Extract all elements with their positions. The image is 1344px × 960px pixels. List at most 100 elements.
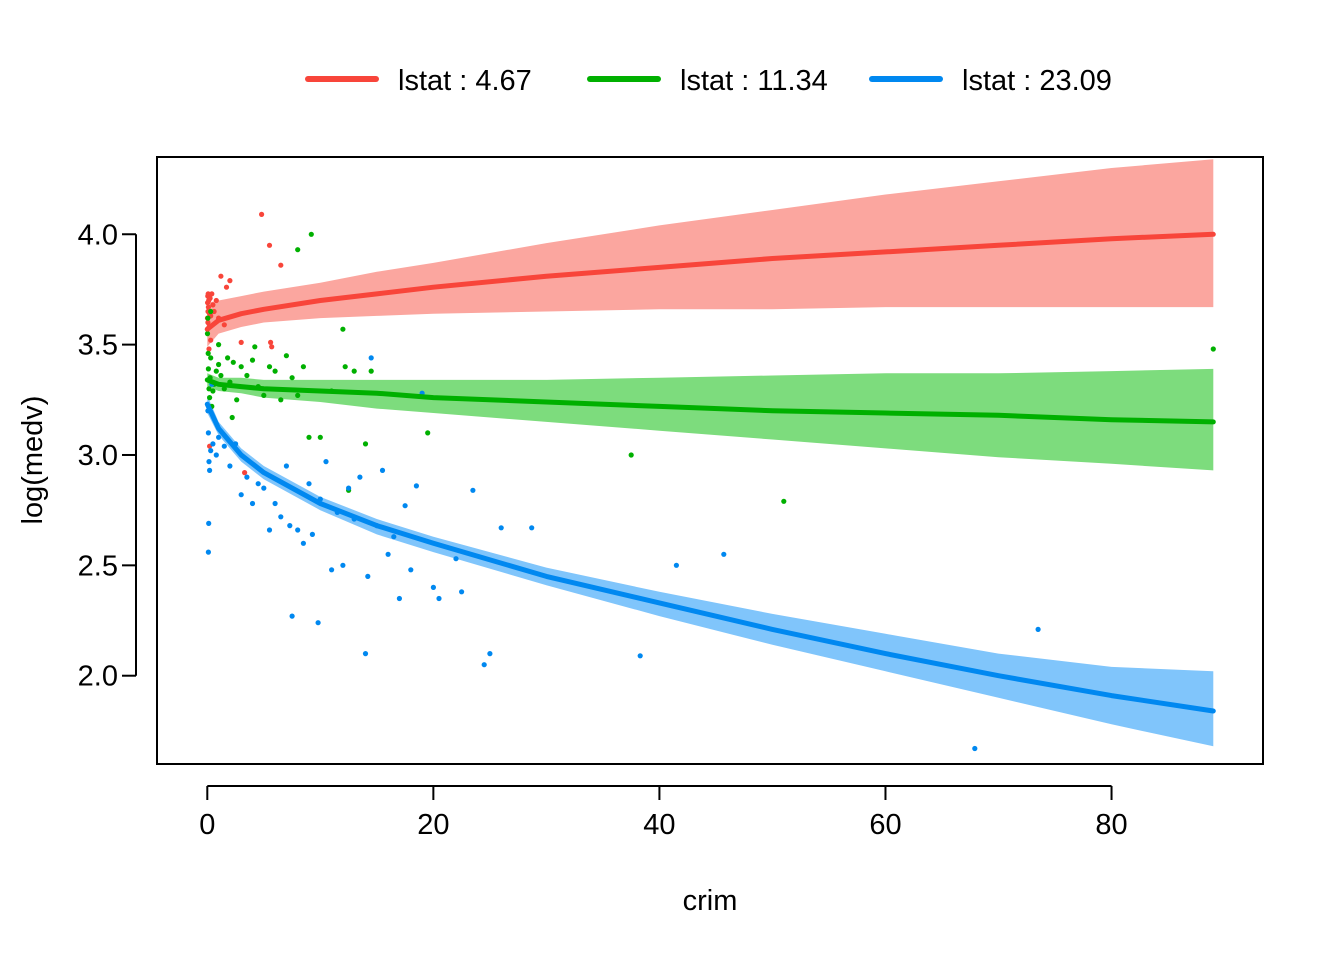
data-point-series-2 xyxy=(278,397,284,403)
data-point-series-2 xyxy=(368,368,374,374)
data-point-series-2 xyxy=(208,308,214,315)
data-point-series-3 xyxy=(221,443,227,449)
legend-label: lstat : 11.34 xyxy=(680,65,828,97)
data-point-series-2 xyxy=(225,355,231,361)
y-tick-label: 3.0 xyxy=(78,440,118,472)
data-point-series-3 xyxy=(481,662,487,668)
data-point-series-2 xyxy=(289,375,295,381)
fit-line-series-3 xyxy=(204,401,1216,714)
data-point-series-2 xyxy=(283,353,289,359)
data-point-series-2 xyxy=(234,397,240,403)
data-point-series-1 xyxy=(259,211,265,217)
data-point-series-1 xyxy=(266,242,273,248)
data-point-series-3 xyxy=(1035,626,1041,633)
data-point-series-1 xyxy=(206,346,212,352)
x-tick-label: 20 xyxy=(417,809,449,841)
data-point-series-2 xyxy=(207,395,213,401)
data-point-series-3 xyxy=(453,556,459,562)
y-axis-label: log(medv) xyxy=(17,396,49,525)
data-point-series-3 xyxy=(210,441,216,447)
data-point-series-3 xyxy=(368,355,374,361)
data-point-series-2 xyxy=(204,331,211,337)
data-point-series-3 xyxy=(396,595,402,602)
data-point-series-3 xyxy=(346,485,352,491)
data-point-series-1 xyxy=(209,291,215,297)
data-point-series-1 xyxy=(208,337,214,343)
data-point-series-2 xyxy=(342,364,348,370)
data-point-series-2 xyxy=(317,434,323,440)
data-point-series-2 xyxy=(306,434,312,440)
data-point-series-3 xyxy=(206,520,212,527)
data-point-series-3 xyxy=(283,463,289,469)
data-point-series-1 xyxy=(242,470,248,476)
data-point-series-3 xyxy=(309,531,315,538)
data-point-series-2 xyxy=(213,368,219,374)
data-point-series-3 xyxy=(261,485,267,491)
data-point-series-1 xyxy=(269,344,275,350)
data-point-series-3 xyxy=(216,434,222,440)
x-tick-label: 0 xyxy=(199,809,215,841)
data-point-series-2 xyxy=(308,231,314,237)
data-point-series-3 xyxy=(470,487,476,493)
data-point-series-3 xyxy=(430,584,436,591)
fit-line-series-2 xyxy=(204,377,1216,425)
confidence-band-series-3 xyxy=(207,395,1214,747)
data-point-series-3 xyxy=(278,514,284,520)
data-point-series-3 xyxy=(365,573,371,580)
data-point-series-1 xyxy=(218,273,224,279)
data-point-series-3 xyxy=(972,745,978,752)
x-tick-label: 80 xyxy=(1095,809,1127,841)
data-point-series-1 xyxy=(210,302,216,308)
y-tick-label: 4.0 xyxy=(78,219,118,251)
data-point-series-3 xyxy=(357,474,363,480)
legend-item-series-1: lstat : 4.67 xyxy=(305,65,532,97)
data-point-series-3 xyxy=(206,459,212,465)
data-point-series-2 xyxy=(628,452,634,458)
data-point-series-3 xyxy=(244,474,250,480)
data-point-series-3 xyxy=(213,452,219,458)
data-point-series-3 xyxy=(287,523,293,529)
data-point-series-3 xyxy=(300,540,306,546)
data-point-series-2 xyxy=(210,388,216,394)
x-tick-label: 40 xyxy=(643,809,675,841)
data-point-series-3 xyxy=(721,551,727,557)
data-point-series-3 xyxy=(637,653,643,659)
data-point-series-3 xyxy=(238,492,244,498)
data-point-series-2 xyxy=(205,366,211,372)
data-point-series-3 xyxy=(408,567,414,573)
plot-frame xyxy=(156,156,1264,765)
data-point-series-2 xyxy=(205,350,211,356)
y-axis: 2.0 2.5 3.0 3.5 4.0 xyxy=(78,219,137,693)
legend-label: lstat : 4.67 xyxy=(398,65,532,97)
data-point-series-2 xyxy=(252,344,258,350)
data-point-series-2 xyxy=(266,364,273,370)
data-point-series-1 xyxy=(205,304,211,310)
data-point-series-2 xyxy=(295,247,301,253)
data-point-series-3 xyxy=(529,525,535,531)
data-point-series-3 xyxy=(385,551,391,557)
legend-label: lstat : 23.09 xyxy=(962,65,1112,97)
legend-item-series-3: lstat : 23.09 xyxy=(869,65,1112,97)
data-point-series-3 xyxy=(205,430,211,436)
data-point-series-3 xyxy=(289,613,295,619)
data-point-series-3 xyxy=(329,567,335,573)
data-point-series-3 xyxy=(272,500,278,507)
data-point-series-3 xyxy=(323,459,329,465)
data-point-series-3 xyxy=(295,527,301,533)
data-point-series-3 xyxy=(487,651,493,657)
data-point-series-3 xyxy=(249,500,256,507)
x-axis: 0 20 40 60 80 xyxy=(199,785,1128,841)
data-point-series-2 xyxy=(261,392,267,398)
confidence-band-series-1 xyxy=(207,159,1214,347)
y-tick-label: 2.0 xyxy=(78,661,118,693)
data-point-series-1 xyxy=(238,339,244,345)
data-point-series-1 xyxy=(223,284,230,290)
fit-lines xyxy=(204,231,1216,714)
data-point-series-1 xyxy=(227,278,233,284)
data-point-series-2 xyxy=(425,430,431,436)
data-point-series-3 xyxy=(436,595,442,602)
data-point-series-3 xyxy=(227,463,233,469)
legend-item-series-2: lstat : 11.34 xyxy=(587,65,828,97)
data-point-series-2 xyxy=(205,315,211,321)
